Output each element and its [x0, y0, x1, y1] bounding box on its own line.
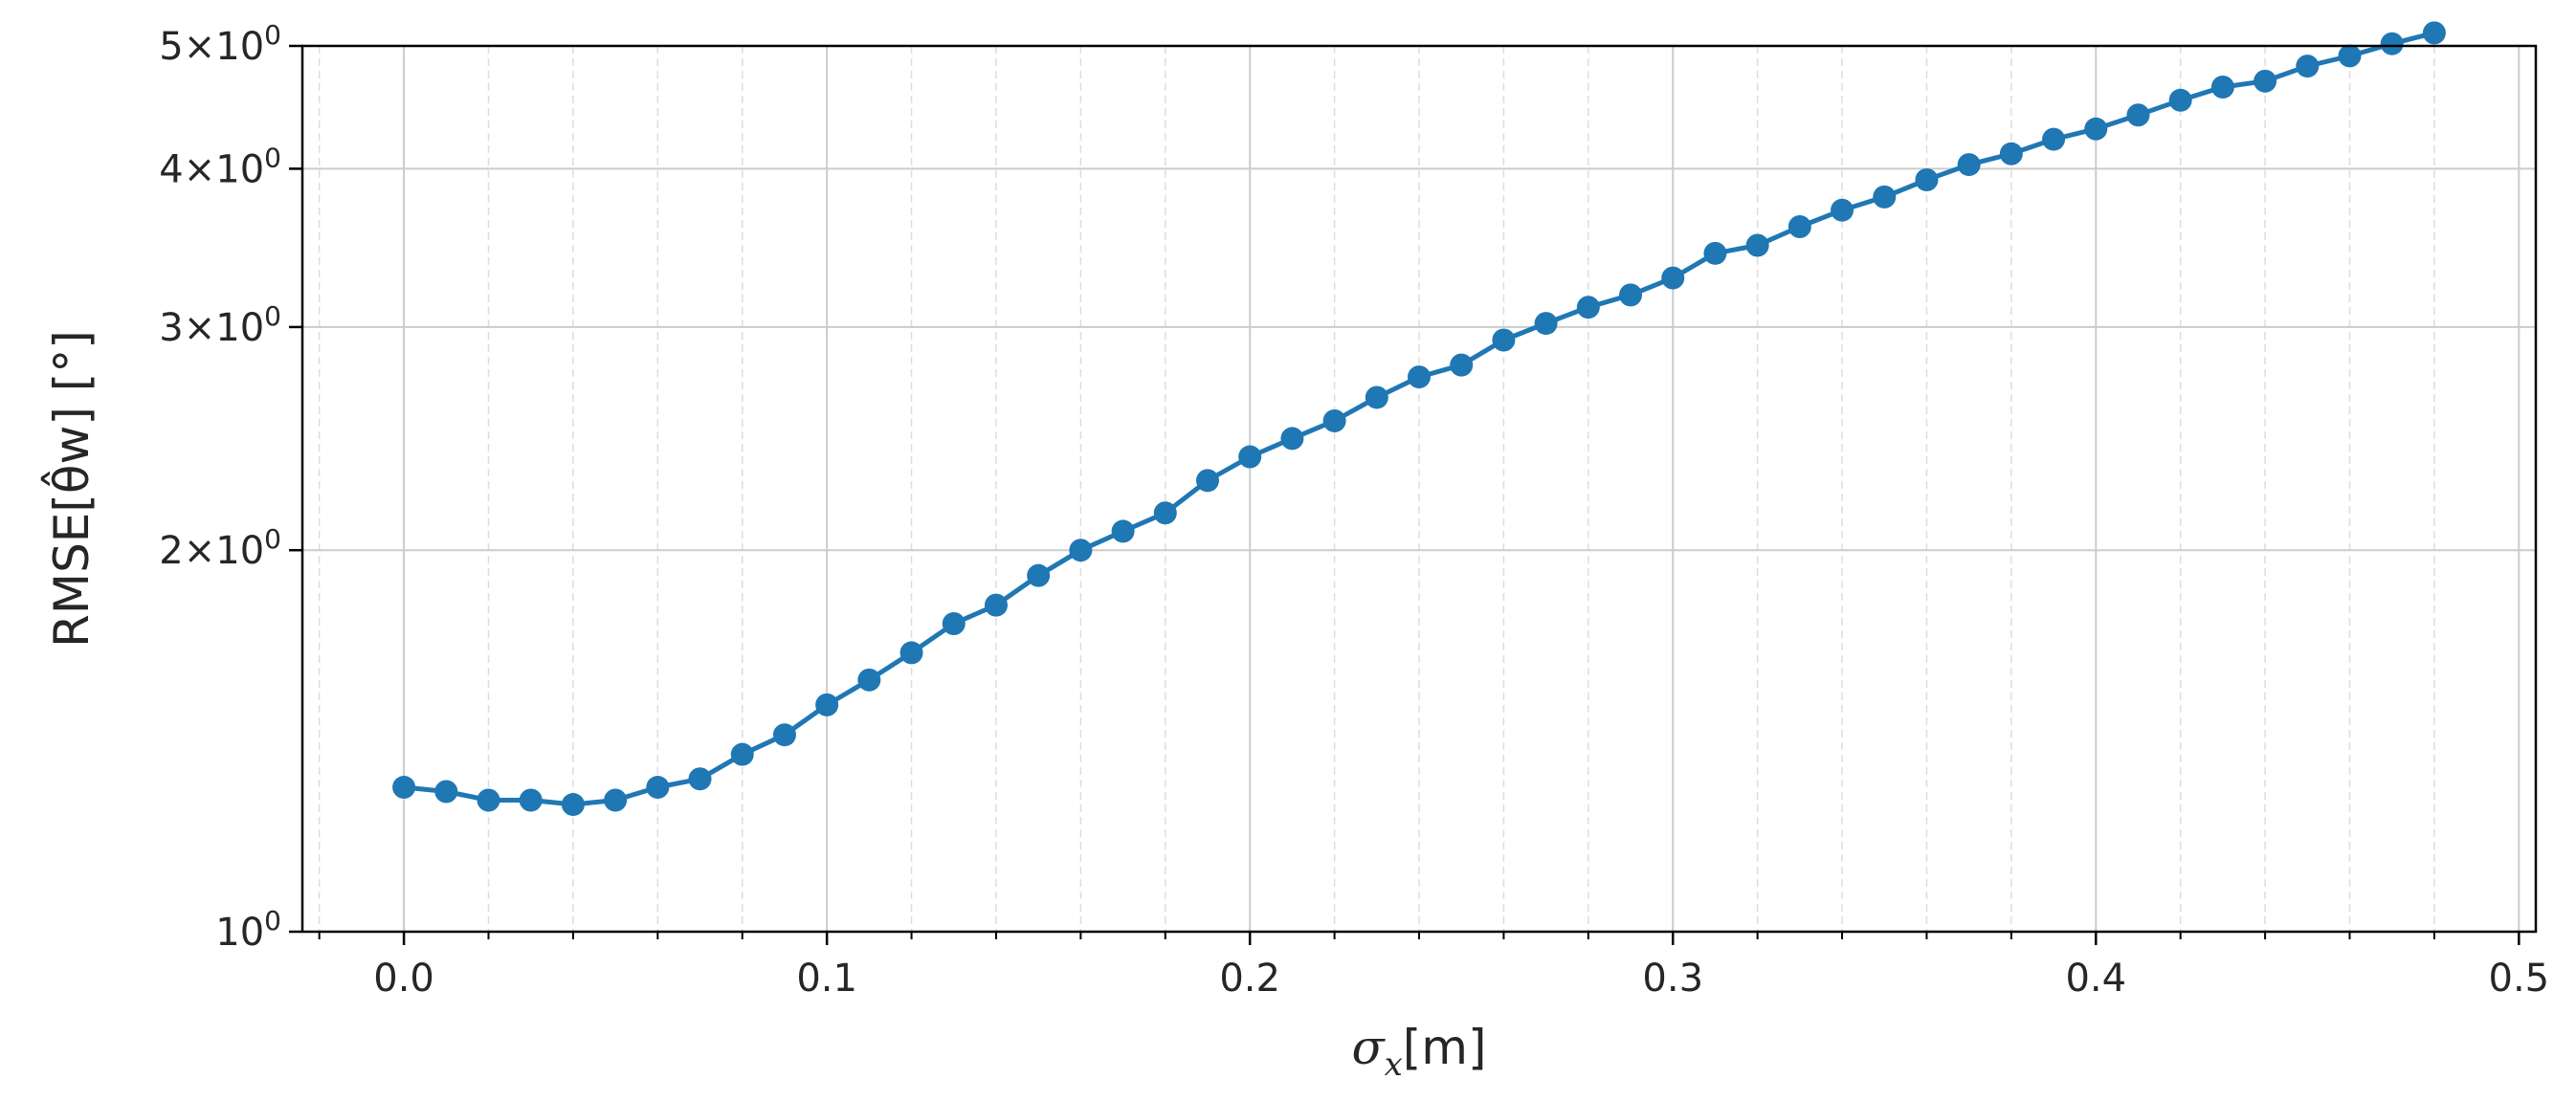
- data-point: [646, 776, 670, 800]
- data-point: [1450, 353, 1474, 377]
- data-point: [688, 767, 712, 791]
- data-point: [2084, 117, 2108, 141]
- tick-label-x: 0.5: [2489, 957, 2550, 1001]
- data-point: [434, 780, 458, 804]
- data-point: [2254, 69, 2277, 93]
- data-point: [1027, 563, 1051, 587]
- x-axis-label: σx[m]: [1351, 1020, 1486, 1084]
- tick-label-x: 0.2: [1219, 957, 1280, 1001]
- data-point: [1492, 328, 1516, 352]
- data-point: [1999, 142, 2023, 165]
- data-point: [1831, 198, 1854, 222]
- data-point: [942, 612, 966, 636]
- tick-label-x: 0.0: [373, 957, 434, 1001]
- data-point: [2126, 103, 2150, 127]
- tick-label-y: 2×100: [159, 523, 281, 573]
- data-point: [815, 693, 839, 716]
- data-point: [1873, 185, 1897, 209]
- data-point: [2380, 32, 2404, 55]
- data-point: [899, 641, 923, 665]
- y-axis-label: RMSE[θ̂w] [°]: [41, 330, 100, 648]
- data-point: [2296, 55, 2320, 78]
- tick-label-y: 5×100: [159, 19, 281, 69]
- data-point: [772, 723, 796, 747]
- major-grid: [302, 46, 2536, 932]
- data-point: [561, 793, 585, 817]
- data-point: [1153, 501, 1177, 525]
- data-point: [2338, 44, 2362, 68]
- data-point: [2042, 127, 2066, 151]
- data-point: [1280, 427, 1304, 451]
- series-layer: [392, 21, 2446, 817]
- data-point: [477, 788, 500, 812]
- data-point: [1238, 445, 1262, 469]
- data-point: [1788, 215, 1811, 239]
- data-point: [2422, 21, 2446, 45]
- data-point: [984, 593, 1008, 617]
- data-point: [604, 788, 628, 812]
- data-point: [1322, 408, 1346, 432]
- data-point: [1745, 233, 1769, 257]
- data-point: [1576, 296, 1600, 319]
- data-point: [1619, 283, 1643, 307]
- data-point: [519, 788, 543, 812]
- data-point: [1069, 539, 1093, 562]
- tick-label-x: 0.1: [796, 957, 857, 1001]
- data-point: [1703, 241, 1727, 265]
- tick-label-y: 100: [215, 905, 281, 955]
- data-point: [2168, 88, 2192, 112]
- data-point: [1915, 168, 1939, 192]
- data-point: [730, 742, 754, 766]
- y-ticks: 100 2×100 3×100 4×100 5×100: [159, 19, 302, 955]
- tick-label-x: 0.3: [1642, 957, 1703, 1001]
- data-point: [1365, 385, 1388, 409]
- data-point: [1957, 153, 1981, 177]
- data-point: [2210, 75, 2234, 99]
- tick-label-y: 4×100: [159, 142, 281, 191]
- tick-label-x: 0.4: [2065, 957, 2126, 1001]
- data-point: [857, 668, 881, 692]
- data-point: [1534, 312, 1558, 336]
- data-point: [392, 776, 416, 800]
- data-point: [1111, 519, 1135, 543]
- data-point: [1195, 469, 1219, 493]
- data-point: [1661, 266, 1685, 290]
- tick-label-y: 3×100: [159, 300, 281, 350]
- data-point: [1408, 365, 1431, 389]
- x-ticks: 0.0 0.1 0.2 0.3 0.4 0.5: [318, 932, 2550, 1001]
